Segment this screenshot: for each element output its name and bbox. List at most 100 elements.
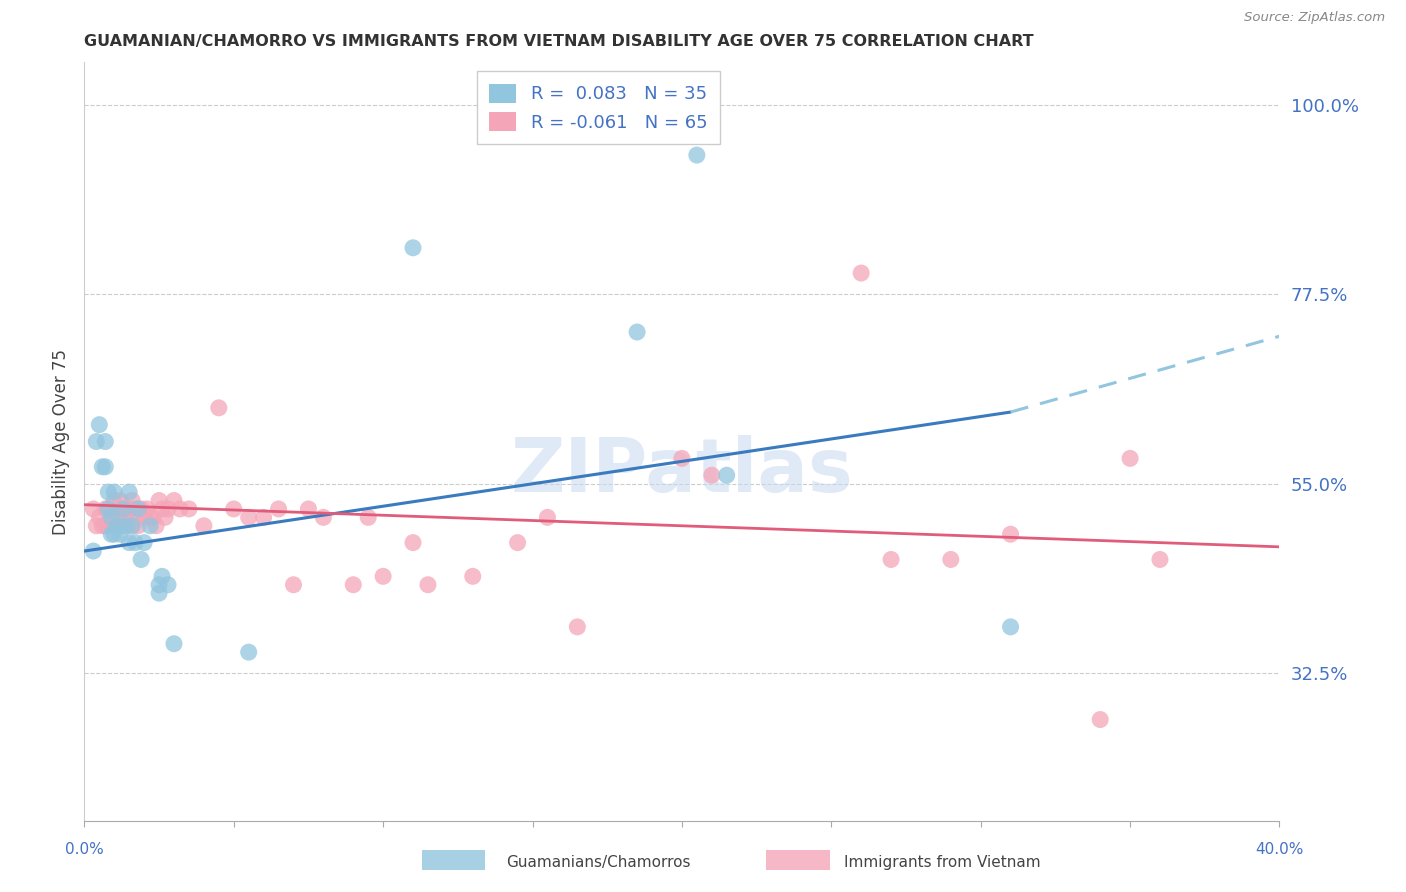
Point [851,266,873,280]
Point [86,518,108,533]
Point [110,502,132,516]
Point [94,459,117,474]
Point [110,493,132,508]
Point [118,502,141,516]
Point [1000,620,1022,634]
Point [127,518,149,533]
Point [1000,527,1022,541]
Point [193,518,215,533]
Point [567,620,589,634]
Point [253,510,276,524]
Point [461,569,484,583]
Text: GUAMANIAN/CHAMORRO VS IMMIGRANTS FROM VIETNAM DISABILITY AGE OVER 75 CORRELATION: GUAMANIAN/CHAMORRO VS IMMIGRANTS FROM VI… [84,34,1033,49]
Point [626,325,648,339]
Point [700,468,723,483]
Point [267,502,290,516]
Point [94,434,117,449]
Point [105,510,128,524]
Point [100,527,122,541]
Point [112,518,135,533]
Point [118,485,141,500]
Y-axis label: Disability Age Over 75: Disability Age Over 75 [52,349,70,534]
Point [118,502,141,516]
Point [127,510,149,524]
Point [115,502,138,516]
Text: Guamanians/Chamorros: Guamanians/Chamorros [506,855,690,870]
Point [89,510,111,524]
Point [91,459,114,474]
Point [132,510,156,524]
Point [118,535,141,549]
Point [115,518,138,533]
Point [129,502,152,516]
Point [100,510,122,524]
Point [157,578,180,592]
Point [105,518,128,533]
Point [169,502,191,516]
Point [97,518,120,533]
Point [506,535,529,549]
Point [82,544,104,558]
Point [297,502,319,516]
Point [148,493,170,508]
Point [97,502,120,516]
Point [148,586,170,600]
Point [129,552,152,566]
Point [716,468,738,483]
Point [222,502,245,516]
Point [103,527,125,541]
Point [150,569,173,583]
Point [110,527,132,541]
Point [142,510,165,524]
Point [103,485,125,500]
Point [121,518,143,533]
Point [1090,713,1112,727]
Text: 40.0%: 40.0% [1256,842,1303,856]
Point [153,510,176,524]
Point [312,510,335,524]
Point [97,485,120,500]
Text: Source: ZipAtlas.com: Source: ZipAtlas.com [1244,11,1385,24]
Point [177,502,200,516]
Text: 0.0%: 0.0% [65,842,104,856]
Point [342,578,364,592]
Text: ZIPatlas: ZIPatlas [510,435,853,508]
Legend: R =  0.083   N = 35, R = -0.061   N = 65: R = 0.083 N = 35, R = -0.061 N = 65 [477,71,720,145]
Point [671,451,693,466]
Point [94,502,117,516]
Point [402,535,425,549]
Point [124,502,146,516]
Point [97,502,120,516]
Point [157,502,180,516]
Point [112,502,135,516]
Point [373,569,395,583]
Point [121,493,143,508]
Point [86,434,108,449]
Point [94,518,117,533]
Point [402,241,425,255]
Point [1119,451,1142,466]
Point [238,645,260,659]
Point [1149,552,1171,566]
Point [150,502,173,516]
Point [103,518,125,533]
Point [82,502,104,516]
Point [939,552,962,566]
Point [124,535,146,549]
Point [91,518,114,533]
Point [132,535,156,549]
Point [139,510,162,524]
Point [100,510,122,524]
Point [136,502,159,516]
Point [112,510,135,524]
Point [208,401,231,415]
Point [89,417,111,432]
Point [536,510,558,524]
Point [357,510,380,524]
Point [686,148,709,162]
Point [103,493,125,508]
Point [880,552,903,566]
Point [115,502,138,516]
Point [163,637,186,651]
Point [416,578,439,592]
